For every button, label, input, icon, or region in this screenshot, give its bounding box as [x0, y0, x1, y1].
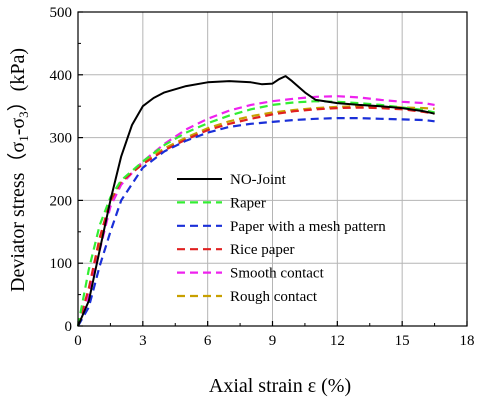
- y-tick-label: 0: [65, 319, 73, 335]
- x-tick-label: 6: [204, 333, 212, 349]
- x-tick-label: 9: [269, 333, 277, 349]
- y-title-main: Deviator stress（σ: [6, 142, 29, 292]
- y-tick-label: 200: [50, 193, 73, 209]
- series-line-paper-with-a-mesh-pattern: [77, 117, 435, 327]
- x-axis-title: Axial strain ε (%): [209, 375, 351, 397]
- y-title-sub3: 3: [16, 111, 31, 118]
- x-tick-label: 3: [139, 333, 147, 349]
- legend-label-raper: Raper: [230, 195, 266, 211]
- y-tick-label: 300: [50, 131, 73, 147]
- y-axis-title: Deviator stress（σ1-σ3）(kPa): [6, 48, 31, 292]
- y-title-sub1: 1: [16, 135, 31, 142]
- x-tick-label: 0: [74, 333, 82, 349]
- legend-label-rough-contact: Rough contact: [230, 289, 318, 305]
- y-tick-label: 500: [50, 5, 73, 21]
- series-lines: [76, 75, 435, 327]
- tick-labels: 0 3 6 9 12 15 18 0 100 200 300 400 500: [50, 5, 475, 349]
- legend-label-no-joint: NO-Joint: [230, 172, 287, 188]
- series-line-no-joint: [77, 75, 435, 327]
- series-line-rough-contact: [76, 105, 435, 327]
- y-title-dash: -σ: [7, 118, 29, 136]
- x-tick-label: 18: [460, 333, 475, 349]
- y-title-end: ）(kPa): [6, 48, 29, 111]
- series-line-smooth-contact: [76, 95, 435, 327]
- legend: NO-Joint Raper Paper with a mesh pattern Ri…: [177, 172, 386, 305]
- legend-label-rice-paper: Rice paper: [230, 242, 295, 258]
- y-tick-label: 100: [50, 256, 73, 272]
- grid: [78, 12, 467, 326]
- x-tick-label: 12: [330, 333, 345, 349]
- series-line-rice-paper: [76, 106, 435, 327]
- ticks: [77, 11, 468, 327]
- legend-label-paper-with-a-mesh-pattern: Paper with a mesh pattern: [230, 219, 386, 235]
- x-tick-label: 15: [395, 333, 410, 349]
- y-tick-label: 400: [50, 68, 73, 84]
- legend-label-smooth-contact: Smooth contact: [230, 266, 325, 282]
